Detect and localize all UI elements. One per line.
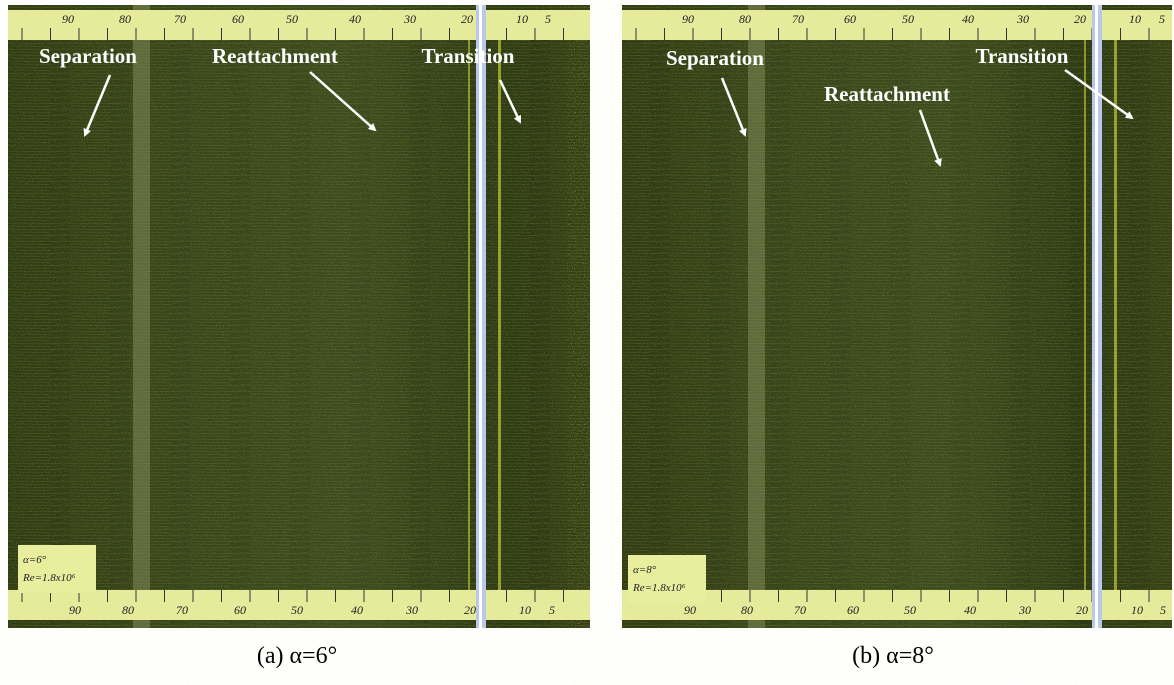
scale-tape: [8, 10, 590, 40]
scale-label: 90: [62, 12, 74, 26]
scale-tape: [622, 10, 1172, 40]
oil-texture: [8, 5, 590, 628]
scale-label: 80: [741, 603, 753, 617]
scale-label: 30: [403, 12, 416, 26]
scale-label: 5: [1160, 603, 1166, 617]
scale-label: 20: [1076, 603, 1088, 617]
scale-label: 10: [516, 12, 528, 26]
scale-label: 80: [122, 603, 134, 617]
figure: 90 80 70 60 50 40 30 20 10 5 90 80 70 60 50 40 30 20 10 5 α=…: [0, 0, 1174, 685]
card-text: α=8°: [633, 564, 657, 576]
scale-label: 30: [1018, 603, 1031, 617]
scale-label: 5: [549, 603, 555, 617]
transition-line: [468, 35, 470, 598]
page: {"panels": [ {"annotations": ["Separatio…: [0, 0, 1174, 685]
scale-label: 50: [286, 12, 298, 26]
scale-label: 70: [176, 603, 188, 617]
scale-label: 40: [349, 12, 361, 26]
rod-highlight: [1095, 5, 1098, 628]
caption: (b) α=8°: [852, 643, 934, 669]
info-card: [18, 545, 96, 593]
annotation: Reattachment: [212, 44, 338, 68]
scale-label: 30: [1016, 12, 1029, 26]
scale-label: 70: [174, 12, 186, 26]
info-card: [628, 555, 706, 603]
scale-label: 60: [844, 12, 856, 26]
rod-highlight: [479, 5, 482, 628]
annotation: Separation: [39, 44, 137, 68]
scale-label: 5: [1159, 12, 1165, 26]
annotation: Transition: [422, 44, 515, 68]
scale-label: 10: [519, 603, 531, 617]
scale-label: 10: [1129, 12, 1141, 26]
scale-label: 50: [291, 603, 303, 617]
scale-label: 40: [351, 603, 363, 617]
scale-label: 50: [904, 603, 916, 617]
scale-label: 30: [405, 603, 418, 617]
scale-label: 20: [461, 12, 473, 26]
scale-label: 5: [545, 12, 551, 26]
card-text: Re=1.8x10⁶: [632, 582, 686, 594]
card-text: α=6°: [23, 554, 47, 566]
transition-line: [1084, 35, 1086, 598]
annotation: Transition: [976, 44, 1069, 68]
transition-line: [1114, 35, 1117, 598]
scale-label: 10: [1131, 603, 1143, 617]
scale-label: 80: [739, 12, 751, 26]
scale-label: 50: [902, 12, 914, 26]
scale-label: 40: [962, 12, 974, 26]
annotation: Separation: [666, 46, 764, 70]
photo-panel: 90 80 70 60 50 40 30 20 10 5 90 80 70 60 50 40 30 20 10 5 α=…: [622, 5, 1172, 628]
scale-label: 40: [964, 603, 976, 617]
scale-label: 20: [1074, 12, 1086, 26]
scale-label: 60: [847, 603, 859, 617]
annotation: Reattachment: [824, 82, 950, 106]
scale-label: 70: [794, 603, 806, 617]
scale-label: 90: [684, 603, 696, 617]
scale-label: 60: [234, 603, 246, 617]
scale-label: 20: [464, 603, 476, 617]
scale-label: 90: [682, 12, 694, 26]
tape-stripe: [748, 5, 765, 628]
scale-label: 60: [232, 12, 244, 26]
card-text: Re=1.8x10⁶: [22, 572, 76, 584]
scale-label: 90: [69, 603, 81, 617]
tape-stripe: [133, 5, 150, 628]
transition-line: [498, 35, 501, 598]
scale-label: 80: [119, 12, 131, 26]
caption: (a) α=6°: [257, 643, 337, 669]
scale-label: 70: [792, 12, 804, 26]
photo-panel: 90 80 70 60 50 40 30 20 10 5 90 80 70 60 50 40 30 20 10 5 α=…: [8, 5, 590, 628]
